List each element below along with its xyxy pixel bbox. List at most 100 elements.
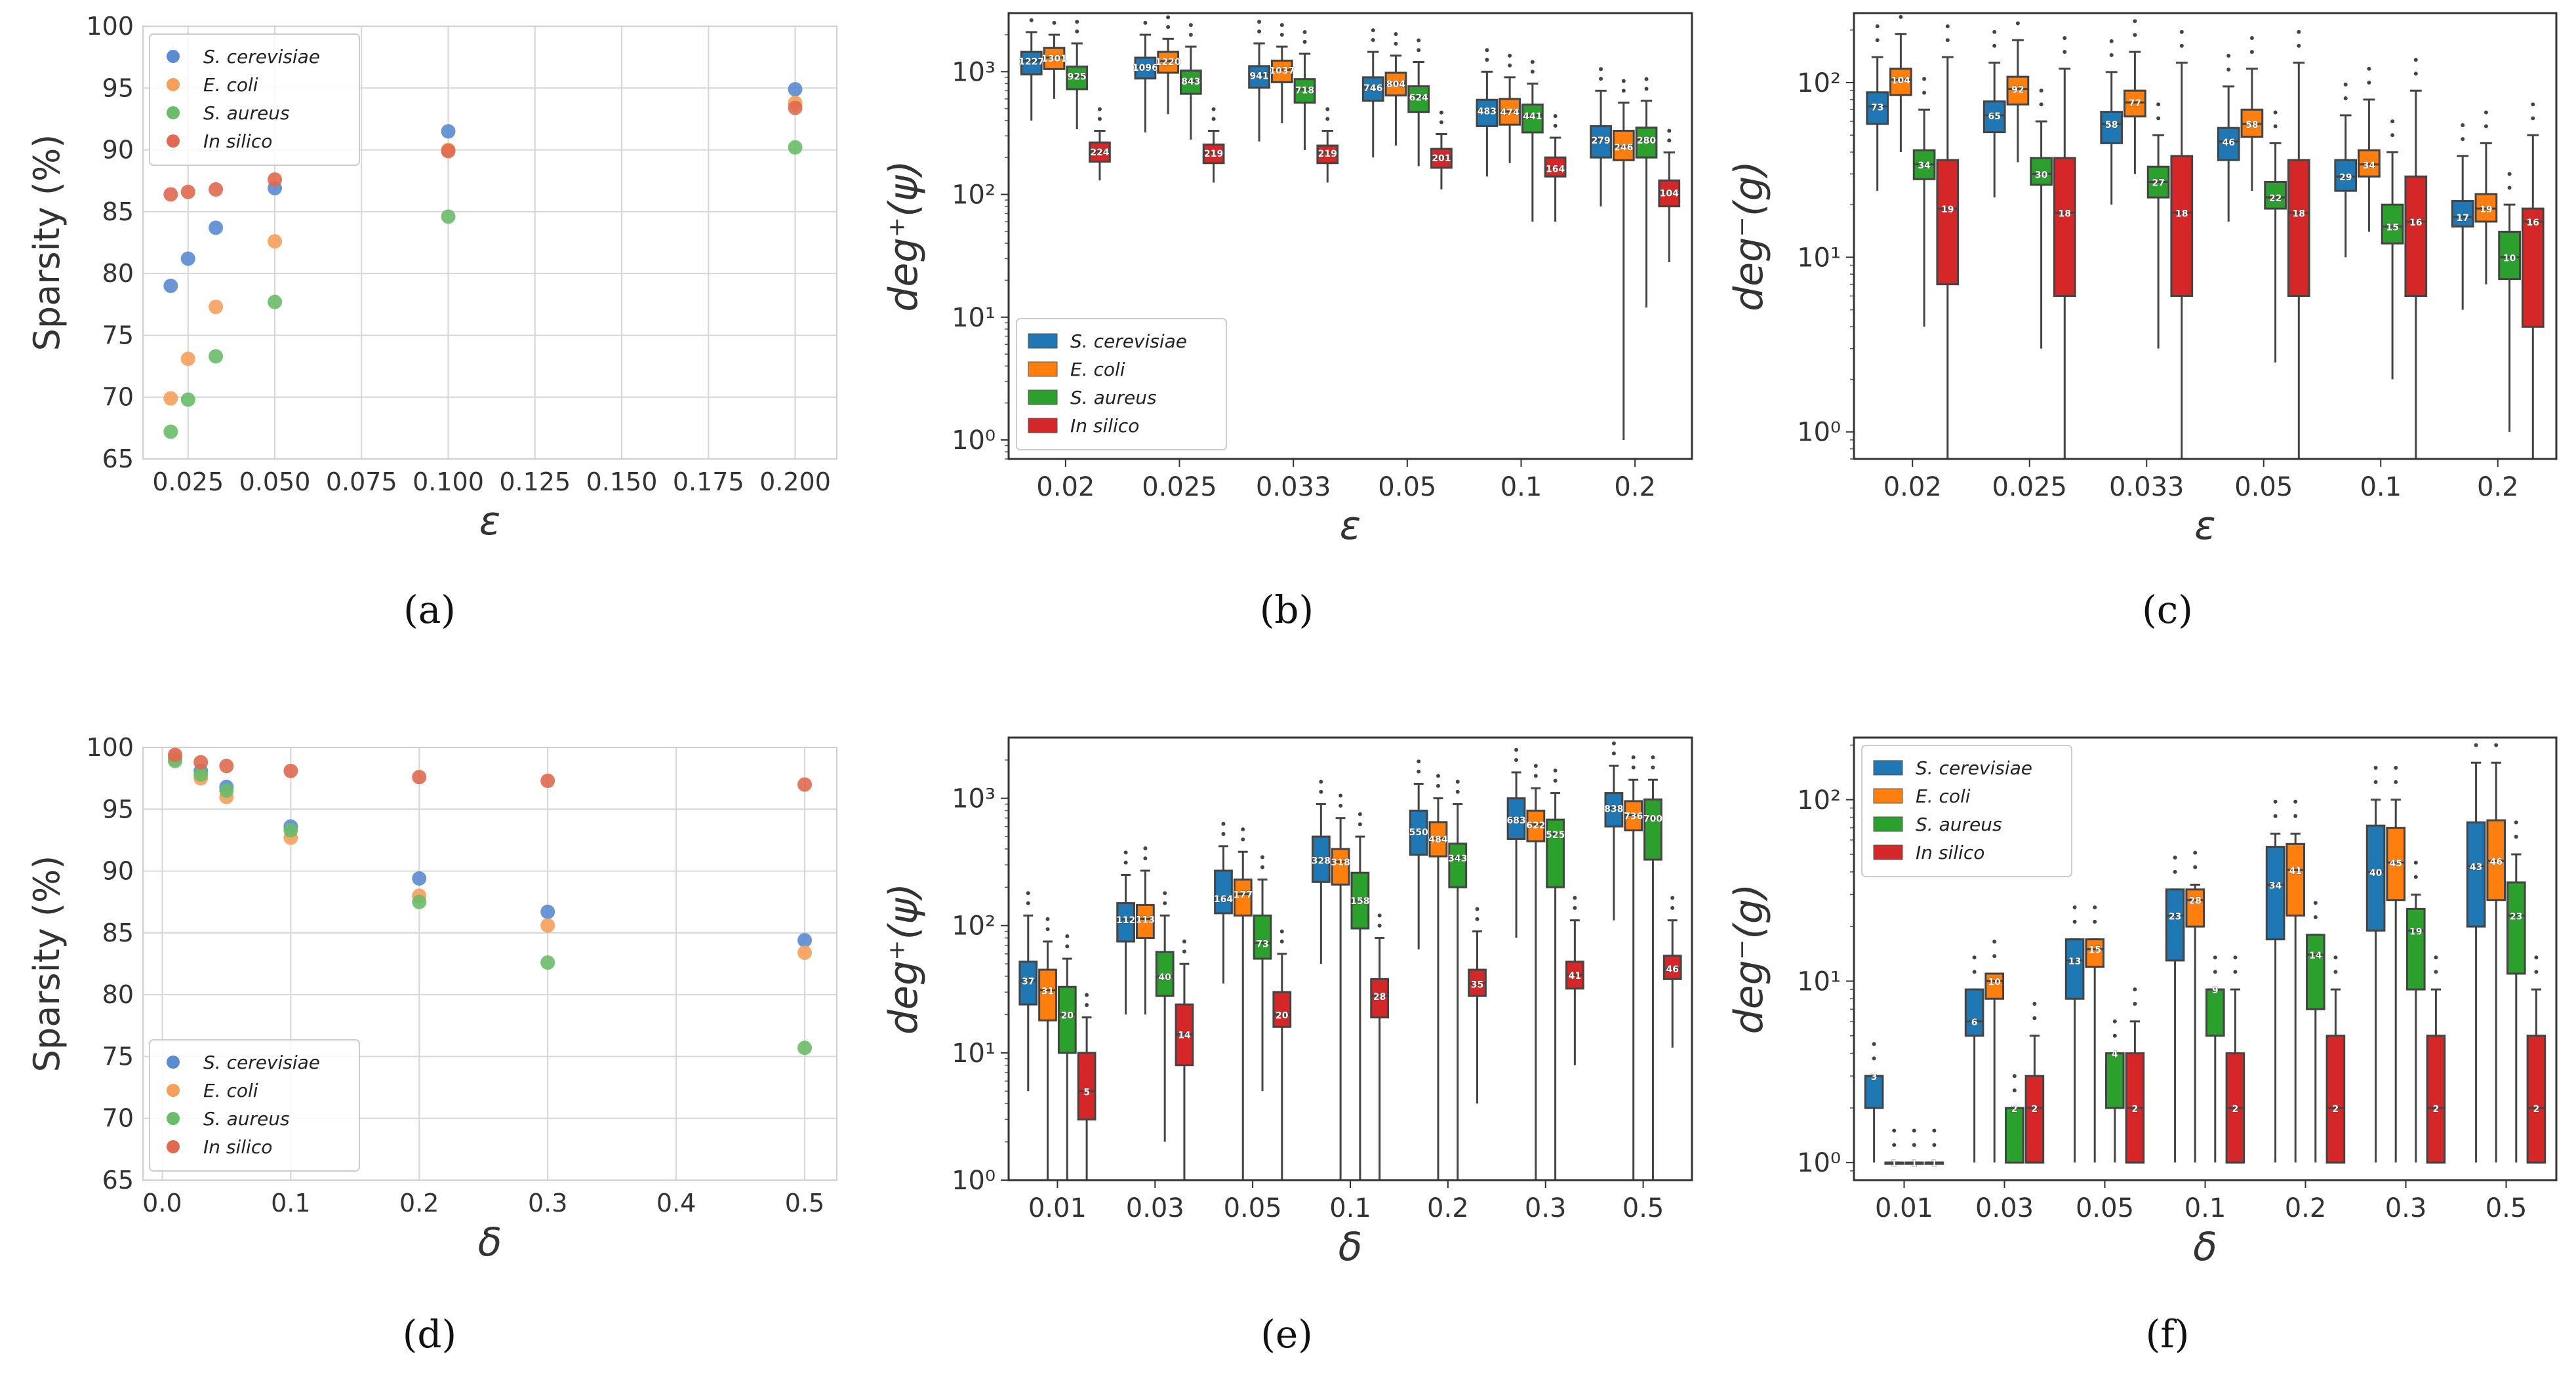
median-label: 2 bbox=[2433, 1104, 2440, 1115]
x-tick-label: 0.01 bbox=[1028, 1193, 1087, 1223]
outlier-point bbox=[2367, 80, 2371, 85]
outlier-point bbox=[1631, 765, 1636, 770]
x-tick-label: 0.02 bbox=[1036, 472, 1095, 502]
outlier-point bbox=[2373, 780, 2378, 784]
x-tick-label: 0.1 bbox=[1329, 1193, 1371, 1223]
x-tick-label: 0.01 bbox=[1875, 1193, 1933, 1223]
box bbox=[2287, 159, 2310, 297]
median-label: 1 bbox=[1911, 1158, 1918, 1169]
median-label: 15 bbox=[2088, 945, 2101, 956]
median-label: 19 bbox=[2409, 926, 2422, 937]
y-tick-label: 80 bbox=[102, 259, 134, 288]
median-label: 1 bbox=[1891, 1158, 1897, 1169]
outlier-point bbox=[2233, 955, 2238, 960]
box bbox=[2205, 988, 2225, 1037]
data-point bbox=[209, 220, 224, 235]
median-label: 41 bbox=[1569, 971, 1581, 981]
legend-label: S. cerevisiae bbox=[1916, 757, 2032, 779]
box bbox=[2217, 127, 2240, 161]
x-tick-label: 0.05 bbox=[2076, 1193, 2134, 1223]
y-axis-label: deg⁻(g) bbox=[1726, 161, 1772, 311]
outlier-point bbox=[1241, 837, 1245, 842]
outlier-point bbox=[1394, 41, 1398, 46]
chart-panel-f: 10⁰ 10¹ 10² 0.01 3 1 1 1 0.03 6 10 2 2 0.05 13 15 4 2 0.1 2… bbox=[1726, 736, 2558, 1356]
box bbox=[1476, 98, 1499, 127]
x-tick-label: 0.05 bbox=[2234, 472, 2293, 502]
median-label: 73 bbox=[1871, 102, 1883, 113]
outlier-point bbox=[1045, 917, 1050, 921]
box bbox=[1202, 143, 1225, 165]
legend-swatch bbox=[1873, 816, 1903, 832]
outlier-point bbox=[1045, 927, 1050, 932]
outlier-point bbox=[2394, 780, 2398, 784]
outlier-point bbox=[2012, 1074, 2017, 1079]
box bbox=[1982, 100, 2006, 134]
legend-swatch bbox=[1873, 760, 1903, 776]
outlier-point bbox=[2293, 799, 2298, 804]
box bbox=[1604, 792, 1624, 828]
outlier-point bbox=[1358, 812, 1362, 816]
data-point bbox=[441, 144, 456, 159]
outlier-point bbox=[1992, 954, 1997, 959]
legend-marker bbox=[167, 1140, 180, 1153]
outlier-point bbox=[1573, 896, 1577, 900]
y-tick-label: 10⁰ bbox=[952, 1166, 996, 1196]
median-label: 1220 bbox=[1156, 57, 1181, 68]
x-axis-label: ε bbox=[1340, 503, 1361, 549]
x-tick-label: 0.125 bbox=[499, 467, 571, 496]
y-tick-label: 10³ bbox=[952, 57, 996, 87]
legend-label: E. coli bbox=[203, 1080, 258, 1101]
outlier-point bbox=[1945, 38, 1950, 43]
outlier-point bbox=[2112, 1019, 2117, 1023]
median-label: 718 bbox=[1295, 85, 1314, 96]
median-label: 35 bbox=[1471, 980, 1483, 990]
outlier-point bbox=[2133, 19, 2137, 24]
legend-swatch bbox=[1873, 788, 1903, 804]
legend-label: In silico bbox=[1916, 842, 1984, 863]
median-label: 34 bbox=[1918, 161, 1931, 171]
legend-swatch bbox=[1028, 333, 1058, 349]
median-label: 158 bbox=[1350, 896, 1369, 907]
outlier-point bbox=[1257, 30, 1262, 34]
outlier-point bbox=[1075, 20, 1079, 24]
outlier-point bbox=[1417, 48, 1421, 52]
median-label: 843 bbox=[1181, 77, 1200, 87]
box bbox=[2386, 827, 2405, 901]
box bbox=[1361, 76, 1384, 102]
data-point bbox=[167, 747, 182, 762]
outlier-point bbox=[2233, 970, 2238, 974]
median-label: 20 bbox=[1061, 1010, 1074, 1021]
outlier-point bbox=[1992, 43, 1997, 48]
outlier-point bbox=[2514, 835, 2518, 839]
outlier-point bbox=[2413, 71, 2418, 76]
median-label: 22 bbox=[2269, 193, 2282, 204]
panel-caption: (d) bbox=[403, 1312, 456, 1356]
box bbox=[1248, 65, 1270, 89]
median-label: 45 bbox=[2389, 859, 2402, 869]
outlier-point bbox=[1667, 138, 1672, 143]
outlier-point bbox=[2373, 766, 2378, 770]
outlier-point bbox=[2109, 53, 2114, 58]
legend-label: E. coli bbox=[203, 74, 258, 96]
legend-marker bbox=[167, 134, 180, 148]
median-label: 9 bbox=[2212, 985, 2219, 996]
box bbox=[1964, 988, 1984, 1037]
outlier-point bbox=[2507, 186, 2512, 190]
outlier-point bbox=[1533, 774, 1538, 778]
box bbox=[1066, 66, 1089, 90]
y-axis-label: deg⁺(ψ) bbox=[881, 883, 927, 1035]
legend-marker bbox=[167, 1084, 180, 1097]
outlier-point bbox=[2413, 860, 2418, 865]
x-tick-label: 0.05 bbox=[1224, 1193, 1282, 1223]
outlier-point bbox=[2461, 123, 2465, 128]
x-tick-label: 0.175 bbox=[673, 467, 744, 496]
data-point bbox=[163, 391, 178, 406]
data-point bbox=[219, 783, 234, 798]
y-tick-label: 10⁰ bbox=[952, 426, 996, 456]
outlier-point bbox=[1302, 30, 1307, 35]
legend-label: S. cerevisiae bbox=[203, 46, 320, 68]
median-label: 279 bbox=[1591, 136, 1610, 146]
y-axis-label: Sparsity (%) bbox=[26, 134, 68, 351]
outlier-point bbox=[1394, 31, 1398, 36]
outlier-point bbox=[2507, 172, 2512, 176]
